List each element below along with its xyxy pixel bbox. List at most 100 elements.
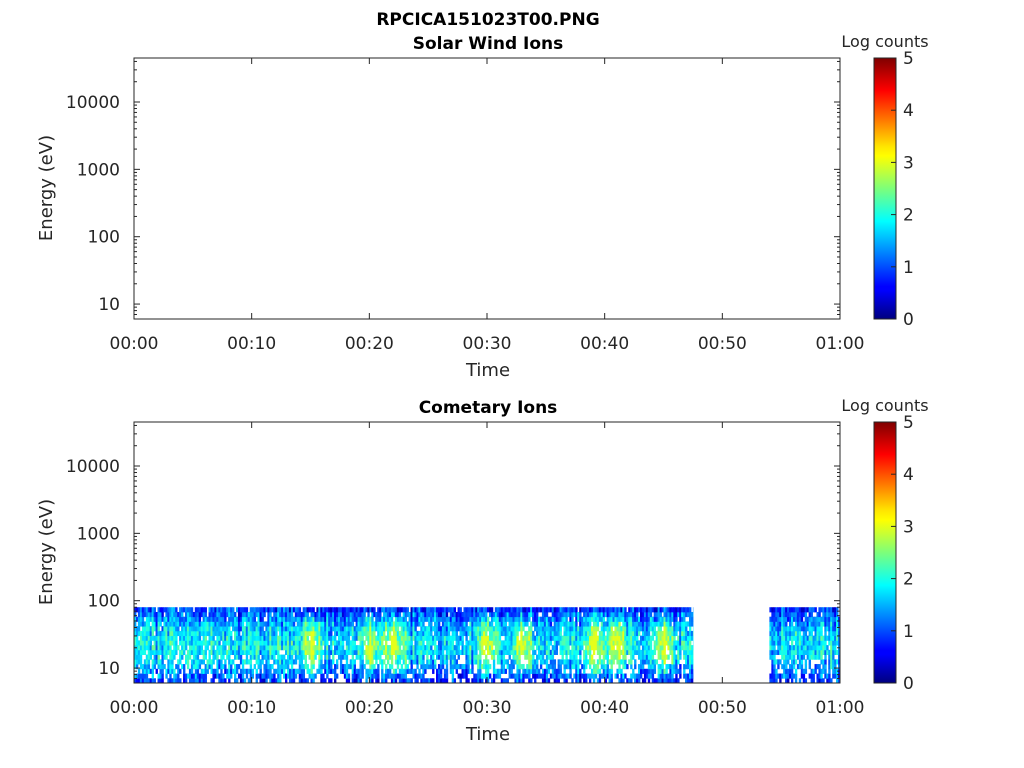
heatmap-cell — [800, 664, 804, 670]
heatmap-cell — [459, 626, 462, 632]
heatmap-cell — [422, 621, 425, 627]
heatmap-cell — [296, 640, 300, 646]
heatmap-cell — [288, 678, 292, 683]
heatmap-cell — [557, 664, 560, 670]
heatmap-cell — [681, 607, 684, 613]
heatmap-cell — [781, 640, 784, 646]
heatmap-cell — [390, 635, 394, 641]
heatmap-cell — [273, 649, 276, 655]
heatmap-cell — [500, 640, 504, 646]
heatmap-cell — [271, 649, 274, 655]
heatmap-cell — [641, 611, 645, 618]
heatmap-cell — [492, 611, 496, 618]
y-tick-label: 1000 — [77, 524, 120, 544]
heatmap-cell — [630, 654, 633, 660]
heatmap-cell — [526, 668, 529, 674]
heatmap-cell — [775, 626, 778, 632]
heatmap-cell — [134, 611, 137, 618]
heatmap-cell — [300, 621, 304, 627]
heatmap-cell — [390, 649, 394, 655]
heatmap-cell — [265, 621, 268, 627]
heatmap-cell — [553, 616, 557, 622]
heatmap-cell — [385, 640, 388, 646]
heatmap-cell — [224, 640, 227, 646]
heatmap-cell — [194, 659, 198, 665]
heatmap-cell — [283, 630, 286, 637]
heatmap-cell — [363, 616, 366, 622]
heatmap-cell — [808, 649, 811, 655]
heatmap-cell — [420, 654, 423, 660]
heatmap-cell — [394, 640, 398, 646]
heatmap-cell — [263, 673, 266, 679]
heatmap-cell — [145, 626, 149, 632]
heatmap-cell — [802, 635, 806, 641]
heatmap-cell — [359, 616, 362, 622]
heatmap-cell — [447, 635, 451, 641]
heatmap-cell — [624, 673, 627, 679]
heatmap-cell — [790, 607, 794, 613]
heatmap-cell — [457, 664, 460, 670]
heatmap-cell — [181, 640, 184, 646]
heatmap-cell — [834, 673, 837, 679]
heatmap-cell — [643, 678, 647, 683]
heatmap-cell — [553, 630, 557, 637]
heatmap-cell — [575, 626, 578, 632]
heatmap-cell — [365, 621, 368, 627]
heatmap-cell — [322, 621, 325, 627]
heatmap-cell — [810, 678, 813, 683]
heatmap-cell — [241, 611, 245, 618]
heatmap-cell — [663, 678, 666, 683]
heatmap-cell — [820, 630, 823, 637]
heatmap-cell — [379, 640, 382, 646]
heatmap-cell — [565, 664, 568, 670]
heatmap-cell — [418, 649, 421, 655]
heatmap-cell — [557, 616, 560, 622]
heatmap-cell — [777, 626, 780, 632]
heatmap-cell — [418, 607, 421, 613]
heatmap-cell — [418, 621, 421, 627]
heatmap-cell — [830, 607, 833, 613]
heatmap-cell — [147, 626, 151, 632]
heatmap-cell — [286, 664, 290, 670]
heatmap-cell — [416, 630, 419, 637]
heatmap-cell — [424, 668, 427, 674]
heatmap-cell — [647, 668, 651, 674]
heatmap-cell — [147, 654, 151, 660]
heatmap-cell — [334, 621, 337, 627]
heatmap-cell — [557, 668, 560, 674]
heatmap-cell — [275, 611, 278, 618]
heatmap-cell — [394, 668, 398, 674]
heatmap-cell — [145, 654, 149, 660]
heatmap-cell — [632, 635, 635, 641]
heatmap-cell — [257, 645, 260, 651]
heatmap-cell — [306, 678, 309, 683]
heatmap-cell — [277, 673, 280, 679]
heatmap-cell — [275, 649, 278, 655]
heatmap-cell — [487, 678, 490, 683]
heatmap-cell — [300, 611, 304, 618]
heatmap-cell — [800, 654, 804, 660]
heatmap-cell — [620, 626, 623, 632]
heatmap-cell — [249, 611, 253, 618]
heatmap-cell — [200, 621, 204, 627]
heatmap-cell — [188, 621, 192, 627]
heatmap-cell — [271, 621, 274, 627]
heatmap-cell — [343, 621, 347, 627]
heatmap-cell — [249, 626, 253, 632]
heatmap-cell — [424, 645, 427, 651]
heatmap-cell — [300, 673, 304, 679]
heatmap-cell — [773, 678, 776, 683]
heatmap-cell — [141, 673, 145, 679]
heatmap-cell — [173, 678, 176, 683]
heatmap-cell — [159, 664, 162, 670]
heatmap-cell — [798, 616, 802, 622]
heatmap-cell — [785, 640, 788, 646]
heatmap-cell — [353, 607, 356, 613]
heatmap-cell — [379, 611, 382, 618]
heatmap-cell — [649, 621, 653, 627]
heatmap-cell — [339, 664, 343, 670]
heatmap-cell — [547, 640, 551, 646]
heatmap-cell — [343, 611, 347, 618]
heatmap-cell — [241, 649, 245, 655]
heatmap-cell — [618, 635, 621, 641]
